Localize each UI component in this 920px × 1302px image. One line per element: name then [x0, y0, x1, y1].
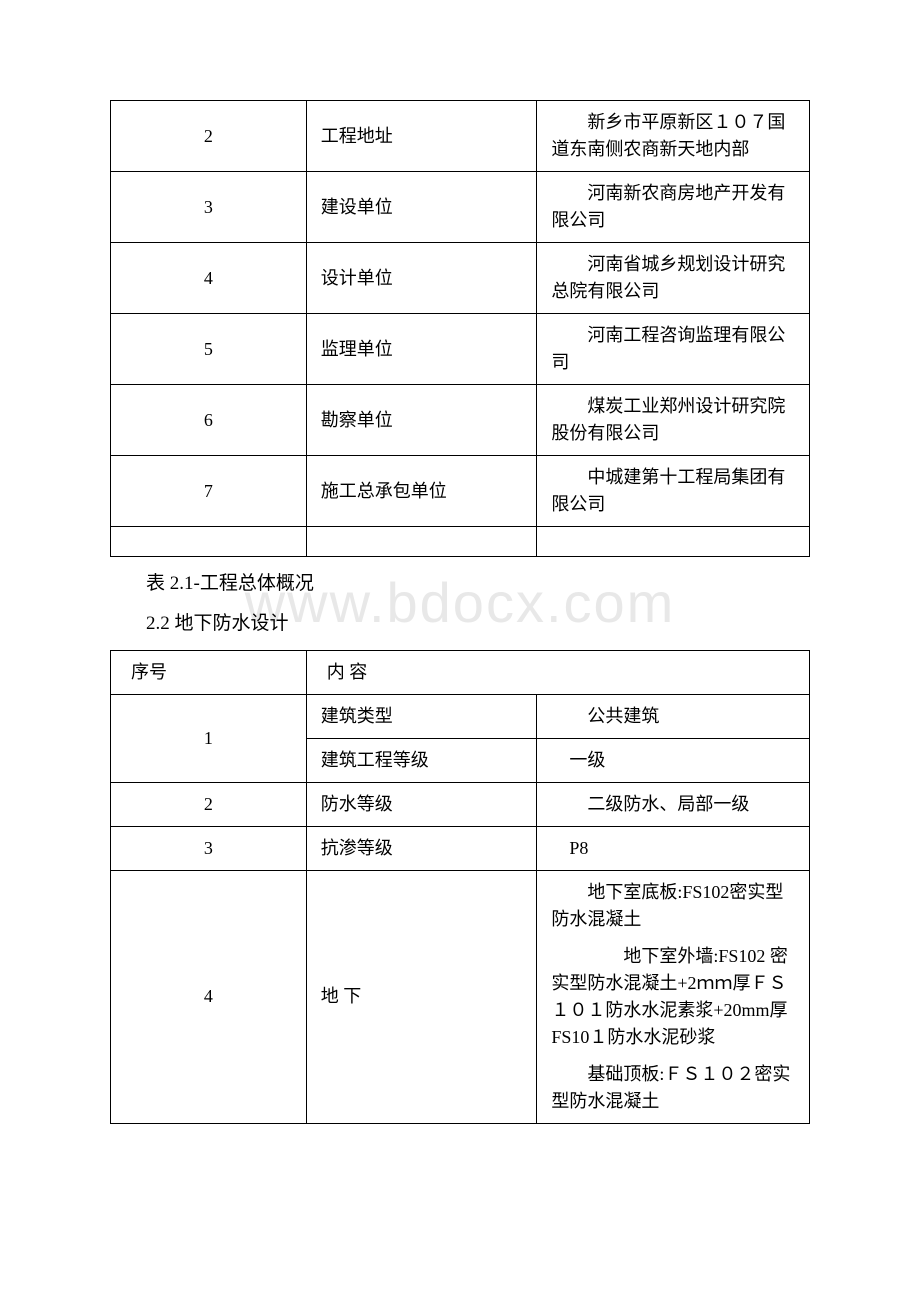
row-number: 3 [111, 172, 307, 243]
table-header-row: 序号内 容 [111, 650, 810, 694]
table-row: 3抗渗等级 P8 [111, 826, 810, 870]
row-label: 防水等级 [306, 782, 537, 826]
row-value: 河南新农商房地产开发有限公司 [537, 172, 810, 243]
row-label: 建筑工程等级 [306, 738, 537, 782]
table-row: 5监理单位 河南工程咨询监理有限公司 [111, 314, 810, 385]
table-row-empty [111, 527, 810, 557]
row-value: 河南省城乡规划设计研究总院有限公司 [537, 243, 810, 314]
row-number: 2 [111, 101, 307, 172]
row-value: 二级防水、局部一级 [537, 782, 810, 826]
table-row: 1建筑类型 公共建筑 [111, 694, 810, 738]
table-row: 2工程地址 新乡市平原新区１０７国道东南侧农商新天地内部 [111, 101, 810, 172]
row-label: 施工总承包单位 [306, 456, 537, 527]
row-value: 煤炭工业郑州设计研究院股份有限公司 [537, 385, 810, 456]
table-row: 7施工总承包单位 中城建第十工程局集团有限公司 [111, 456, 810, 527]
row-label: 建筑类型 [306, 694, 537, 738]
row-value: 地下室底板:FS102密实型防水混凝土 地下室外墙:FS102 密实型防水混凝土… [537, 870, 810, 1123]
row-number: 5 [111, 314, 307, 385]
table-row: 2防水等级 二级防水、局部一级 [111, 782, 810, 826]
row-label: 监理单位 [306, 314, 537, 385]
row-number: 1 [111, 694, 307, 782]
row-label: 地 下 [306, 870, 537, 1123]
section-title: 2.2 地下防水设计 [146, 609, 810, 639]
row-value: 中城建第十工程局集团有限公司 [537, 456, 810, 527]
row-label: 抗渗等级 [306, 826, 537, 870]
row-number: 3 [111, 826, 307, 870]
row-label: 设计单位 [306, 243, 537, 314]
page-content: 2工程地址 新乡市平原新区１０７国道东南侧农商新天地内部3建设单位 河南新农商房… [110, 100, 810, 1124]
row-number: 4 [111, 243, 307, 314]
row-label: 建设单位 [306, 172, 537, 243]
table-row: 4地 下 地下室底板:FS102密实型防水混凝土 地下室外墙:FS102 密实型… [111, 870, 810, 1123]
row-value: 公共建筑 [537, 694, 810, 738]
row-number: 6 [111, 385, 307, 456]
row-label: 勘察单位 [306, 385, 537, 456]
row-number: 4 [111, 870, 307, 1123]
row-number: 2 [111, 782, 307, 826]
header-num: 序号 [111, 650, 307, 694]
table-row: 3建设单位 河南新农商房地产开发有限公司 [111, 172, 810, 243]
waterproof-design-table: 序号内 容1建筑类型 公共建筑建筑工程等级 一级2防水等级 二级防水、局部一级3… [110, 650, 810, 1124]
project-overview-table: 2工程地址 新乡市平原新区１０７国道东南侧农商新天地内部3建设单位 河南新农商房… [110, 100, 810, 557]
row-value: 河南工程咨询监理有限公司 [537, 314, 810, 385]
row-number: 7 [111, 456, 307, 527]
row-value: P8 [537, 826, 810, 870]
row-value: 新乡市平原新区１０７国道东南侧农商新天地内部 [537, 101, 810, 172]
row-label: 工程地址 [306, 101, 537, 172]
table-row: 6勘察单位 煤炭工业郑州设计研究院股份有限公司 [111, 385, 810, 456]
table-caption: 表 2.1-工程总体概况 [146, 569, 810, 599]
header-content: 内 容 [306, 650, 809, 694]
table-row: 4设计单位 河南省城乡规划设计研究总院有限公司 [111, 243, 810, 314]
row-value: 一级 [537, 738, 810, 782]
